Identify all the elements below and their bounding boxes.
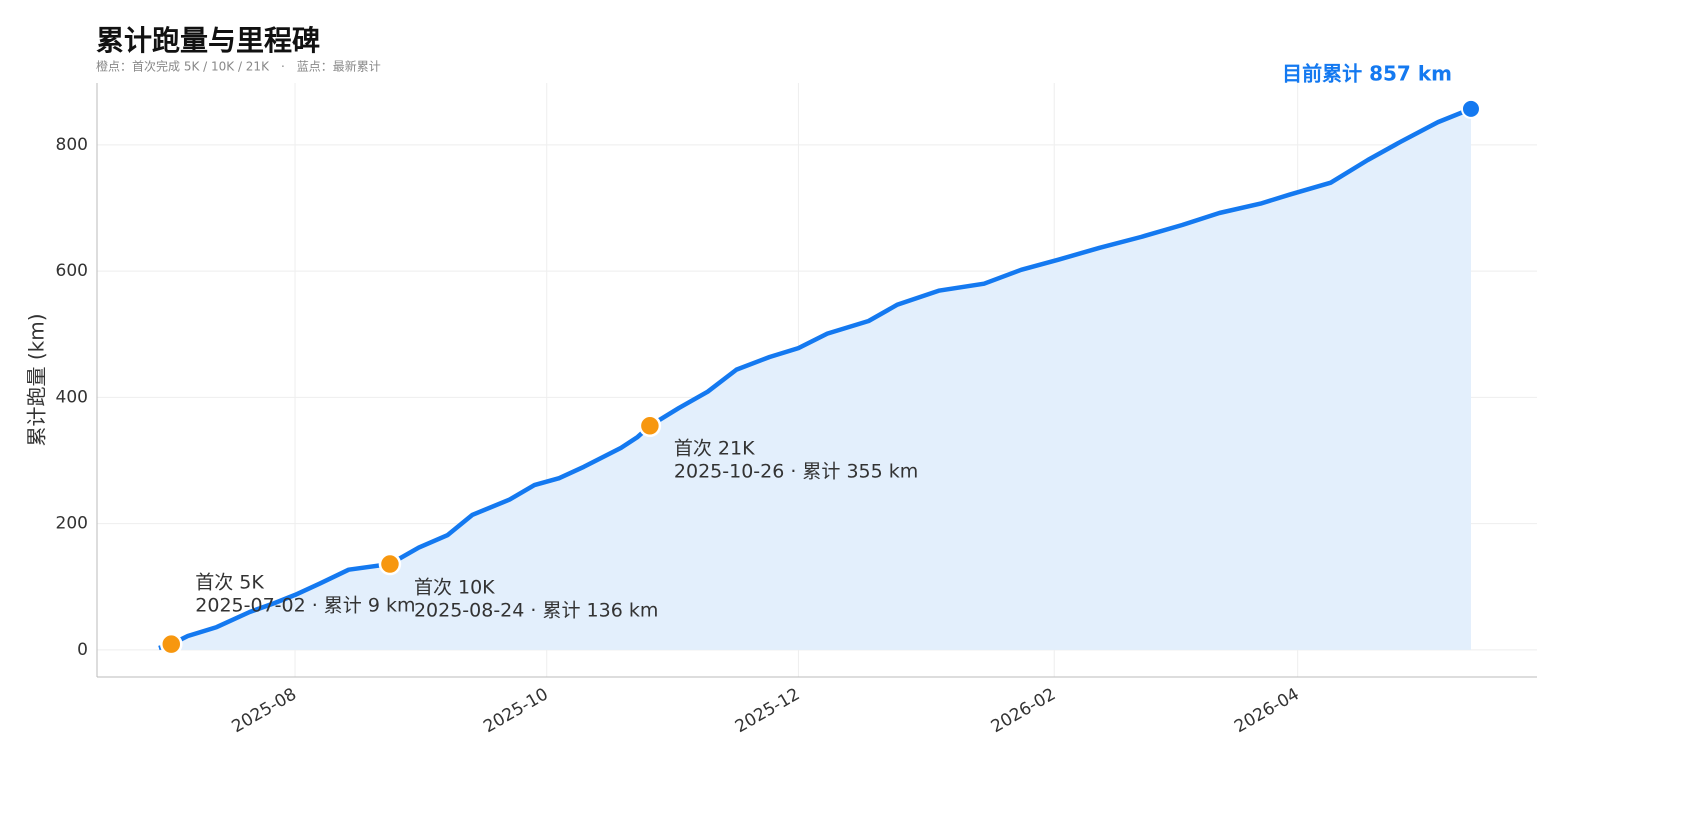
x-tick-label: 2026-04	[1231, 684, 1303, 737]
x-tick-label: 2025-08	[229, 684, 301, 737]
x-tick-label: 2025-12	[732, 684, 804, 737]
x-tick-label: 2025-10	[480, 684, 552, 737]
y-axis-label: 累计跑量 (km)	[25, 313, 49, 446]
milestone-name: 首次 5K	[195, 572, 264, 594]
y-tick-label: 0	[77, 640, 88, 660]
y-tick-label: 200	[56, 514, 88, 534]
milestone-point	[638, 414, 662, 438]
y-tick-label: 800	[56, 135, 88, 155]
y-tick-label: 400	[56, 387, 88, 407]
x-tick-label: 2026-02	[988, 684, 1060, 737]
milestone-label: 2025-08-24 · 累计 136 km	[414, 600, 658, 622]
chart-title: 累计跑量与里程碑	[96, 24, 320, 57]
milestone-label: 2025-10-26 · 累计 355 km	[674, 460, 918, 482]
current-label: 目前累计 857 km	[1282, 61, 1452, 85]
area	[158, 108, 1471, 650]
milestone-name: 首次 10K	[414, 577, 495, 599]
line	[158, 106, 1472, 651]
milestone-point	[160, 632, 183, 656]
y-tick-label: 600	[56, 261, 88, 281]
current-point	[1460, 98, 1481, 119]
milestone-point	[378, 552, 402, 576]
milestone-name: 首次 21K	[674, 437, 755, 459]
milestone-label: 2025-07-02 · 累计 9 km	[195, 595, 415, 617]
chart-subtitle: 橙点：首次完成 5K / 10K / 21K · 蓝点：最新累计	[96, 59, 381, 74]
